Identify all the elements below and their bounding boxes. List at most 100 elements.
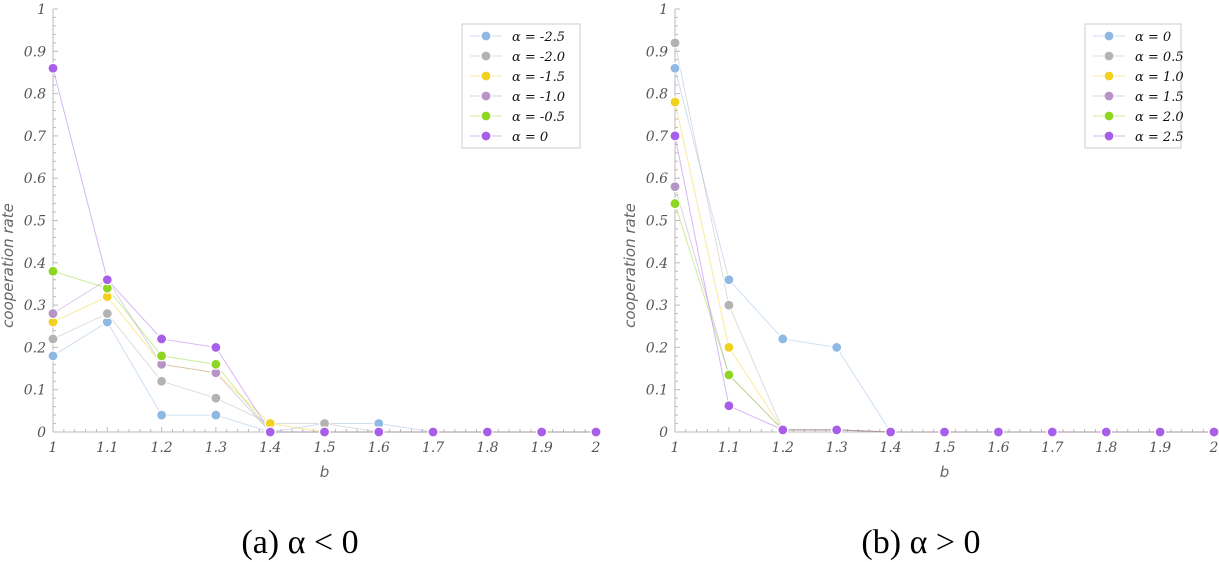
data-point: [669, 130, 681, 142]
data-point: [590, 426, 602, 438]
legend-marker: [480, 30, 492, 42]
data-point: [373, 426, 385, 438]
legend-label: α = -0.5: [512, 110, 565, 125]
legend-label: α = 2.5: [1135, 130, 1184, 145]
data-point: [101, 274, 113, 286]
x-tick-label: 2: [591, 440, 601, 456]
y-tick-label: 0.8: [24, 87, 46, 103]
y-tick-label: 1: [659, 2, 668, 18]
y-axis-label: cooperation rate: [0, 203, 17, 328]
data-point: [536, 426, 548, 438]
data-point: [669, 62, 681, 74]
data-point: [938, 426, 951, 438]
legend-label: α = 1.5: [1135, 90, 1184, 105]
data-point: [1208, 426, 1219, 438]
data-point: [481, 426, 493, 438]
x-tick-label: 1.5: [313, 440, 335, 456]
series-line-0: [52, 321, 596, 433]
x-tick-label: 1.5: [933, 440, 955, 456]
data-point: [210, 409, 222, 421]
data-point: [1154, 426, 1166, 438]
y-tick-label: 0.6: [24, 171, 46, 187]
y-tick-label: 0.1: [646, 383, 668, 399]
panel-caption: (a) α < 0: [241, 524, 358, 561]
series-line-5: [674, 135, 1214, 433]
data-point: [831, 341, 843, 353]
legend-label: α = 1.0: [1135, 70, 1184, 85]
y-tick-label: 0: [659, 425, 668, 441]
data-point: [210, 392, 222, 404]
legend-marker: [480, 110, 492, 122]
data-point: [669, 181, 681, 193]
data-point: [210, 358, 222, 370]
legend-marker: [480, 130, 492, 142]
y-tick-label: 0.9: [646, 44, 668, 60]
data-point: [831, 424, 843, 436]
data-point: [723, 400, 735, 412]
legend-label: α = 0: [512, 130, 548, 145]
legend-marker: [480, 90, 492, 102]
data-point: [47, 307, 59, 320]
x-tick-label: 1.6: [368, 440, 390, 456]
legend-marker: [1103, 30, 1115, 42]
series-line-4: [52, 270, 596, 433]
x-axis-label: b: [320, 463, 330, 481]
legend-marker: [480, 50, 492, 62]
y-tick-label: 0.4: [646, 256, 668, 272]
data-point: [669, 37, 681, 49]
x-tick-label: 1.4: [879, 440, 901, 456]
series-line-3: [52, 279, 596, 433]
y-tick-label: 1: [37, 2, 46, 18]
data-point: [156, 333, 168, 345]
x-axis-label: b: [940, 463, 950, 481]
x-tick-label: 1: [671, 440, 680, 456]
x-tick-label: 1.3: [205, 440, 227, 456]
y-tick-label: 0.5: [646, 214, 668, 230]
legend-marker: [1103, 70, 1115, 82]
legend-marker: [480, 70, 492, 82]
series-line-4: [674, 203, 1214, 433]
y-tick-label: 0.2: [24, 340, 46, 356]
x-tick-label: 1.4: [259, 440, 281, 456]
legend-label: α = -2.5: [512, 30, 565, 45]
data-point: [1046, 426, 1058, 438]
panel-caption: (b) α > 0: [861, 524, 980, 561]
data-point: [318, 426, 331, 438]
legend-label: α = 2.0: [1135, 110, 1184, 125]
data-point: [777, 333, 789, 345]
data-point: [47, 333, 59, 345]
legend-label: α = -1.0: [512, 90, 565, 105]
legend-label: α = -2.0: [512, 50, 565, 65]
data-point: [723, 299, 735, 311]
x-tick-label: 1.1: [718, 440, 740, 456]
y-tick-label: 0.4: [24, 256, 46, 272]
data-point: [723, 341, 735, 353]
chart-panel-a: 1 1.1 1.2 1.3 1.4 1.5 1.6 1.7 1.8 1.9 2 0 0.1 0.2 0.3 0…: [0, 2, 602, 561]
legend-marker: [1103, 110, 1115, 122]
data-point: [156, 409, 168, 421]
data-point: [723, 369, 735, 381]
data-point: [156, 375, 168, 387]
x-tick-label: 1.1: [96, 440, 118, 456]
data-point: [669, 96, 681, 108]
data-point: [264, 426, 276, 438]
x-tick-label: 1.2: [150, 440, 172, 456]
data-point: [47, 265, 59, 277]
legend: α = 0 α = 0.5 α = 1.0 α = 1.5 α = 2.0 α = 2.5: [1084, 23, 1184, 149]
x-tick-label: 1.9: [531, 440, 553, 456]
data-point: [47, 62, 59, 74]
y-tick-label: 0.3: [646, 298, 668, 314]
legend-label: α = 0: [1135, 30, 1171, 45]
data-point: [669, 197, 681, 210]
y-tick-label: 0.5: [24, 214, 46, 230]
data-point: [156, 350, 168, 362]
data-point: [47, 350, 59, 362]
data-point: [210, 341, 222, 353]
x-tick-label: 1.8: [1095, 440, 1117, 456]
legend-box: [1084, 23, 1182, 149]
y-tick-label: 0.6: [646, 171, 668, 187]
series-line-1: [52, 312, 596, 433]
data-point: [1100, 426, 1112, 438]
data-point: [992, 426, 1005, 438]
